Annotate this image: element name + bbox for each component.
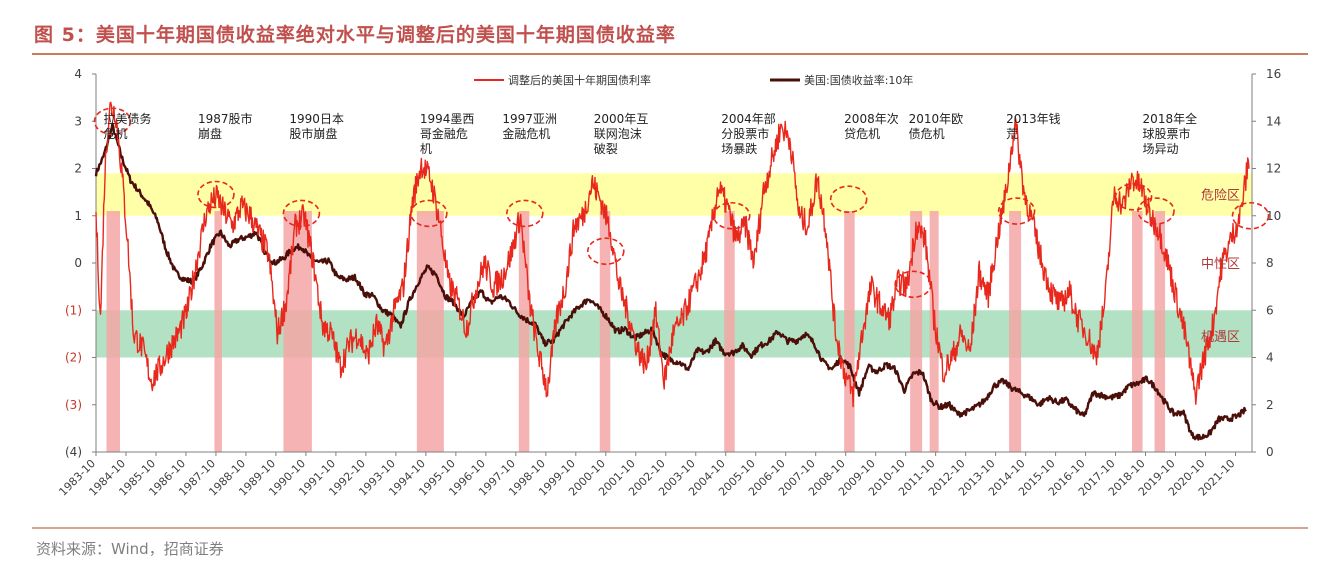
y-right-tick-label: 8 [1266, 256, 1274, 270]
event-bar-6 [724, 211, 735, 452]
event-label-3: 1994墨西哥金融危机 [420, 112, 475, 156]
band-0 [96, 173, 1252, 216]
event-label-6: 2004年部分股票市场暴跌 [721, 111, 776, 156]
y-right-tick-label: 12 [1266, 162, 1281, 176]
highlight-circle-6 [712, 201, 751, 230]
event-bar-9 [1009, 211, 1022, 452]
event-bar-1 [214, 211, 222, 452]
event-label-9: 2013年钱荒 [1006, 111, 1061, 141]
event-bar-4 [518, 211, 530, 452]
legend-label-0: 调整后的美国十年期国债利率 [508, 73, 651, 87]
event-bar-12 [929, 211, 939, 452]
highlight-circle-12 [1231, 201, 1270, 230]
event-label-7: 2008年次贷危机 [844, 112, 899, 141]
highlight-circle-3 [410, 199, 448, 228]
y-right-tick-label: 2 [1266, 398, 1274, 412]
event-label-0: 拉美债务危机 [103, 111, 151, 141]
y-right-tick-label: 6 [1266, 303, 1274, 317]
event-label-8: 2010年欧债危机 [909, 112, 964, 141]
highlight-circle-0 [93, 107, 132, 136]
figure-title: 图 5：美国十年期国债收益率绝对水平与调整后的美国十年期国债收益率 [34, 24, 676, 46]
event-bar-7 [844, 211, 855, 452]
bottom-divider [32, 527, 1308, 529]
y-right-tick-label: 10 [1266, 209, 1281, 223]
event-label-10: 2018年全球股票市场异动 [1143, 111, 1198, 156]
highlight-circle-10 [1114, 183, 1153, 211]
y-left-tick-label: 0 [74, 256, 82, 270]
y-left-tick-label: 4 [74, 67, 82, 81]
event-label-4: 1997亚洲金融危机 [502, 112, 557, 141]
highlight-circle-7 [829, 185, 868, 214]
source-note: 资料来源：Wind，招商证券 [36, 540, 224, 558]
y-left-tick-label: 1 [74, 209, 82, 223]
band-label-0: 危险区 [1201, 188, 1240, 203]
y-left-tick-label: 2 [74, 162, 82, 176]
highlight-circle-8 [894, 270, 932, 299]
y-left-tick-label: (1) [65, 303, 82, 317]
title-divider [32, 53, 1308, 55]
y-left-tick-label: (2) [65, 351, 82, 365]
legend-label-1: 美国:国债收益率:10年 [804, 73, 913, 87]
event-label-1: 1987股市崩盘 [198, 111, 253, 141]
event-bar-3 [416, 211, 444, 452]
event-label-5: 2000年互联网泡沫破裂 [594, 112, 649, 156]
highlight-circle-9 [997, 197, 1036, 225]
event-bar-5 [599, 211, 611, 452]
event-bar-8 [910, 211, 923, 452]
event-label-2: 1990日本股市崩盘 [289, 112, 344, 141]
y-left-tick-label: 3 [74, 114, 82, 128]
event-bar-10 [1132, 211, 1143, 452]
y-right-tick-label: 16 [1266, 67, 1281, 81]
y-right-tick-label: 4 [1266, 351, 1274, 365]
yield-10y-line [94, 122, 1247, 441]
band-label-2: 机遇区 [1201, 330, 1240, 345]
y-right-tick-label: 14 [1266, 114, 1281, 128]
y-right-tick-label: 0 [1266, 445, 1274, 459]
highlight-circle-11 [1137, 197, 1175, 225]
event-bar-0 [106, 211, 120, 452]
event-bar-11 [1154, 211, 1166, 452]
highlight-circle-1 [197, 180, 235, 209]
highlight-circle-4 [506, 199, 544, 228]
band-label-1: 中性区 [1201, 257, 1240, 272]
y-left-tick-label: (3) [65, 398, 82, 412]
y-left-tick-label: (4) [65, 445, 82, 459]
adjusted-yield-line [95, 101, 1250, 408]
highlight-circle-2 [282, 199, 321, 228]
highlight-circle-5 [586, 237, 625, 265]
